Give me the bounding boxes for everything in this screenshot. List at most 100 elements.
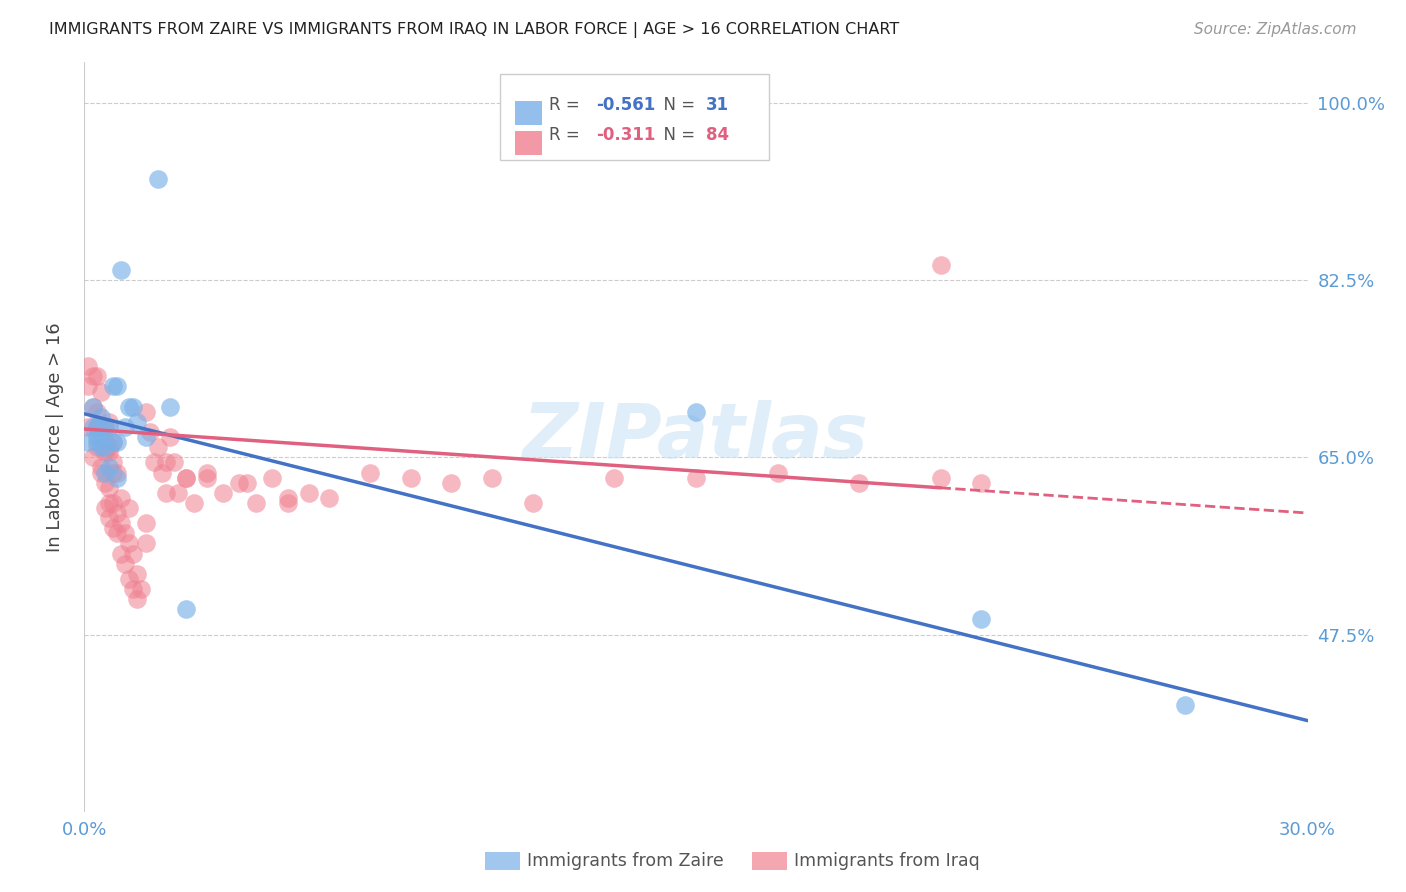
Point xyxy=(105,526,128,541)
Point xyxy=(93,435,115,450)
Point xyxy=(77,359,100,374)
Point xyxy=(97,460,120,475)
Point xyxy=(90,384,112,399)
Point xyxy=(93,500,115,515)
Point xyxy=(97,420,120,434)
Point xyxy=(138,425,160,439)
Point xyxy=(114,420,136,434)
Point xyxy=(155,455,177,469)
Point xyxy=(97,415,120,429)
Text: ZIPatlas: ZIPatlas xyxy=(523,401,869,474)
Point xyxy=(93,466,115,480)
Point xyxy=(440,475,463,490)
Point xyxy=(766,466,789,480)
Point xyxy=(77,379,100,393)
Point xyxy=(685,405,707,419)
Point xyxy=(122,547,145,561)
Text: N =: N = xyxy=(654,126,700,145)
Point xyxy=(118,572,141,586)
Bar xyxy=(515,102,541,125)
Point xyxy=(970,612,993,626)
Point xyxy=(195,466,218,480)
Point xyxy=(82,420,104,434)
Point xyxy=(101,435,124,450)
Point xyxy=(118,536,141,550)
Point xyxy=(318,491,340,505)
Point xyxy=(135,405,157,419)
Point xyxy=(929,258,952,272)
Point xyxy=(86,435,108,450)
Point xyxy=(122,582,145,596)
Y-axis label: In Labor Force | Age > 16: In Labor Force | Age > 16 xyxy=(45,322,63,552)
Point xyxy=(481,470,503,484)
Point xyxy=(150,466,173,480)
Point xyxy=(101,496,124,510)
Text: 31: 31 xyxy=(706,96,728,114)
Point xyxy=(101,455,124,469)
Point xyxy=(155,485,177,500)
Point xyxy=(135,536,157,550)
Text: -0.311: -0.311 xyxy=(596,126,655,145)
Point xyxy=(183,496,205,510)
Point xyxy=(93,440,115,454)
Point xyxy=(105,435,128,450)
Point xyxy=(77,435,100,450)
Point xyxy=(93,420,115,434)
FancyBboxPatch shape xyxy=(501,74,769,160)
Point xyxy=(114,526,136,541)
Point xyxy=(110,263,132,277)
Point xyxy=(298,485,321,500)
Point xyxy=(105,470,128,484)
Text: N =: N = xyxy=(654,96,700,114)
Point xyxy=(82,369,104,384)
Point xyxy=(86,430,108,444)
Point xyxy=(86,405,108,419)
Point xyxy=(359,466,381,480)
Point xyxy=(86,369,108,384)
Point xyxy=(159,400,181,414)
Point xyxy=(86,420,108,434)
Bar xyxy=(515,131,541,154)
Point xyxy=(97,445,120,459)
Text: Immigrants from Zaire: Immigrants from Zaire xyxy=(527,852,724,870)
Point xyxy=(86,420,108,434)
Point xyxy=(174,470,197,484)
Point xyxy=(174,470,197,484)
Point xyxy=(101,435,124,450)
Point xyxy=(110,491,132,505)
Point xyxy=(131,582,153,596)
Point xyxy=(212,485,235,500)
Point xyxy=(93,420,115,434)
Point xyxy=(90,460,112,475)
Point xyxy=(135,516,157,530)
Point xyxy=(146,440,169,454)
Text: R =: R = xyxy=(550,126,585,145)
Point xyxy=(848,475,870,490)
Text: Source: ZipAtlas.com: Source: ZipAtlas.com xyxy=(1194,22,1357,37)
Point xyxy=(260,470,283,484)
Point xyxy=(101,466,124,480)
Point xyxy=(90,440,112,454)
Point xyxy=(118,400,141,414)
Point xyxy=(127,566,149,581)
Point xyxy=(97,511,120,525)
Text: R =: R = xyxy=(550,96,585,114)
Point xyxy=(118,500,141,515)
Point xyxy=(97,440,120,454)
Text: Immigrants from Iraq: Immigrants from Iraq xyxy=(794,852,980,870)
Point xyxy=(970,475,993,490)
Point xyxy=(77,420,100,434)
Point xyxy=(228,475,250,490)
Point xyxy=(105,379,128,393)
Point xyxy=(929,470,952,484)
Point xyxy=(90,420,112,434)
Point xyxy=(90,430,112,444)
Point xyxy=(245,496,267,510)
Point xyxy=(105,506,128,520)
Point xyxy=(399,470,422,484)
Point xyxy=(82,400,104,414)
Point xyxy=(90,466,112,480)
Point xyxy=(603,470,626,484)
Point xyxy=(101,521,124,535)
Point xyxy=(174,602,197,616)
